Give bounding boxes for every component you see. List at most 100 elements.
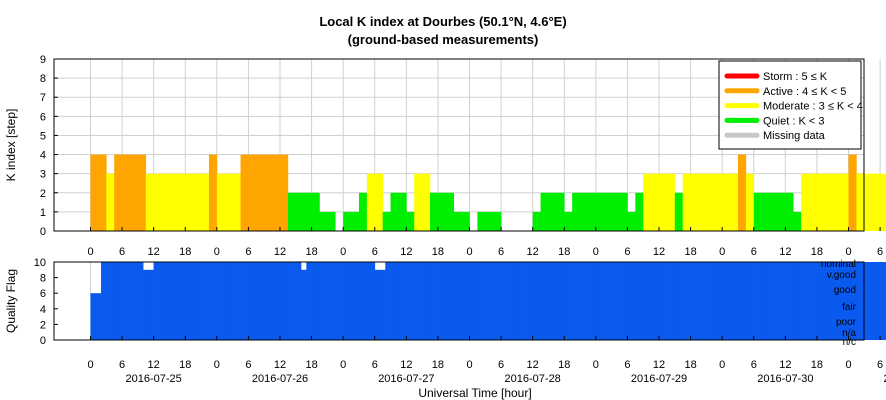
quality-bar — [269, 262, 276, 340]
q-x-tick-label: 6 — [751, 359, 757, 371]
quality-bar — [764, 262, 770, 340]
k-index-bar — [872, 173, 881, 231]
q-x-tick-label: 0 — [466, 359, 472, 371]
k-x-tick-label: 12 — [527, 246, 539, 258]
quality-bar — [469, 262, 476, 340]
quality-bar — [790, 262, 797, 340]
q-x-tick-label: 12 — [274, 359, 286, 371]
quality-bar — [780, 262, 786, 340]
quality-bar — [474, 262, 481, 340]
quality-bar — [522, 262, 528, 340]
k-y-tick-label: 4 — [40, 150, 46, 162]
quality-bar — [848, 262, 855, 340]
k-x-tick-label: 0 — [593, 246, 599, 258]
quality-bar — [601, 262, 607, 340]
k-y-tick-label: 3 — [40, 169, 46, 181]
k-y-tick-label: 0 — [40, 226, 46, 238]
k-x-tick-label: 0 — [214, 246, 220, 258]
quality-bar — [206, 262, 212, 340]
q-x-tick-label: 18 — [811, 359, 823, 371]
quality-bar — [101, 262, 107, 340]
q-x-tick-label: 18 — [305, 359, 317, 371]
quality-bar — [401, 262, 407, 340]
k-index-bar — [366, 173, 376, 231]
quality-bar — [432, 262, 439, 340]
k-x-tick-label: 12 — [400, 246, 412, 258]
k-y-tick-label: 2 — [40, 188, 46, 200]
quality-bars — [90, 262, 886, 340]
quality-bar — [511, 262, 518, 340]
k-index-bar — [208, 154, 218, 231]
legend-label: Active : 4 ≤ K < 5 — [763, 86, 846, 98]
k-index-bar — [485, 211, 494, 231]
date-label: 2016-07-28 — [505, 373, 561, 385]
k-index-bar — [587, 192, 597, 231]
quality-bar — [243, 262, 249, 340]
quality-bar — [880, 262, 886, 340]
k-index-bar — [232, 173, 241, 231]
quality-bar — [632, 262, 639, 340]
k-index-plot-frame — [53, 58, 865, 232]
quality-bar — [869, 262, 876, 340]
q-x-tick-label: 0 — [214, 359, 220, 371]
k-index-bars — [90, 154, 886, 231]
quality-bar — [232, 262, 239, 340]
quality-bar — [769, 262, 776, 340]
q-x-tick-label: 6 — [119, 359, 125, 371]
quality-bar — [390, 262, 397, 340]
k-index-bar — [240, 154, 249, 231]
k-x-tick-label: 18 — [432, 246, 444, 258]
quality-bar — [574, 262, 581, 340]
k-index-bar — [390, 192, 399, 231]
k-y-tick-label: 7 — [40, 92, 46, 104]
quality-bar — [664, 262, 670, 340]
quality-bar — [727, 262, 734, 340]
k-index-bar — [635, 192, 644, 231]
k-index-y-label: K index [step] — [4, 109, 18, 182]
k-index-bar — [753, 192, 762, 231]
k-index-bar — [595, 192, 605, 231]
q-x-tick-label: 12 — [779, 359, 791, 371]
quality-bar — [585, 262, 591, 340]
k-index-bar — [856, 173, 865, 231]
quality-bar — [701, 262, 707, 340]
k-index-bar — [816, 173, 826, 231]
quality-bar — [248, 262, 254, 340]
k-x-tick-label: 6 — [751, 246, 757, 258]
quality-bar — [832, 262, 839, 340]
quality-flag-label: good — [834, 285, 856, 296]
quality-bar — [811, 262, 818, 340]
q-x-tick-label: 0 — [845, 359, 851, 371]
legend-label: Storm : 5 ≤ K — [763, 71, 828, 83]
k-index-bar — [437, 192, 447, 231]
legend: Storm : 5 ≤ K Active : 4 ≤ K < 5 Moderate … — [718, 60, 863, 150]
q-y-tick-label: 10 — [34, 257, 46, 269]
k-x-tick-label: 6 — [624, 246, 630, 258]
date-label: 2016-07-29 — [631, 373, 687, 385]
k-index-bar — [682, 173, 691, 231]
quality-bar — [358, 262, 365, 340]
quality-bar — [627, 262, 633, 340]
quality-bar — [532, 262, 539, 340]
k-index-bar — [114, 154, 123, 231]
quality-bar — [674, 262, 681, 340]
quality-bar — [216, 262, 223, 340]
q-x-tick-label: 18 — [179, 359, 191, 371]
quality-bar — [853, 262, 860, 340]
k-index-bar — [224, 173, 233, 231]
quality-bar — [837, 262, 844, 340]
quality-x-ticks: 0612180612180612180612180612180612180612… — [87, 336, 883, 371]
quality-bar — [174, 262, 181, 340]
k-index-bar — [343, 211, 352, 231]
quality-bar — [195, 262, 202, 340]
quality-bar — [143, 269, 149, 340]
quality-bar — [553, 262, 560, 340]
quality-bar — [427, 262, 433, 340]
q-x-tick-label: 6 — [624, 359, 630, 371]
k-index-bar — [98, 154, 107, 231]
quality-bar — [443, 262, 449, 340]
quality-bar — [569, 262, 576, 340]
k-x-tick-label: 18 — [811, 246, 823, 258]
x-axis-label: Universal Time [hour] — [418, 386, 531, 400]
